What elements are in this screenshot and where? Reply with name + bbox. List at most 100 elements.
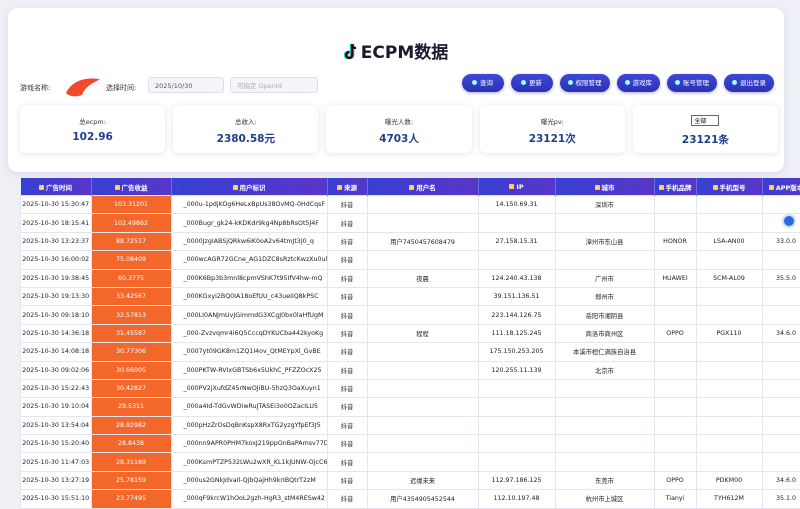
table-cell: 岳阳市湘阴县 [555,306,654,324]
table-cell: 2025-10-30 09:18:10 [21,306,92,324]
table-cell: TYH612M [696,490,762,508]
table-cell: 北京市 [555,361,654,379]
table-cell [762,361,800,379]
table-cell: _0000JzgIABSjQRkw6iK0oA2v64tmJt3J0_q [171,232,327,250]
table-cell [555,398,654,416]
button[interactable]: 权限管理 [560,74,610,92]
button[interactable]: 账号管理 [667,74,717,92]
table-cell: PDKM00 [696,471,762,489]
table-cell: 28.31189 [91,453,171,471]
table-cell [478,435,555,453]
table-cell: 抖音 [327,361,367,379]
table-cell [696,214,762,232]
table-cell [555,453,654,471]
button-icon [625,80,630,85]
button[interactable]: 查询 [462,74,504,92]
header-icon [769,185,774,190]
header-label: 广告时间 [46,184,72,192]
date-input[interactable]: 2025/10/30 [148,77,224,93]
table-cell: 2025-10-30 19:38:45 [21,269,92,287]
table-cell: 34.6.0 [762,471,800,489]
button[interactable]: 游戏库 [617,74,661,92]
table-cell: _000a4Id-TdGvWDiwRuJTASEi3o0OZacILU5 [171,398,327,416]
stat-value: 102.96 [20,131,165,143]
table-cell: _000K6Bp3b3mnl8cpmVShK7t95IfV4hw-mQ [171,269,327,287]
header-row: 广告时间广告收益用户标识来源用户名IP城市手机品牌手机型号APP版本 [21,178,800,196]
table-cell: HONOR [654,232,696,250]
openid-input[interactable]: 可指定 Openid [230,77,318,93]
logo [344,43,358,61]
button[interactable]: 退出登录 [724,74,774,92]
table-cell: HUAWEI [654,269,696,287]
column-header: 城市 [555,178,654,196]
table-cell: 夜晨 [367,269,478,287]
stat-label: 总ecpm: [20,116,165,126]
side-widget[interactable] [782,214,796,228]
openid-placeholder: 可指定 Openid [237,82,282,90]
table-cell [696,361,762,379]
table-cell: _000KsmPTZP532LWu2wXR_KL1kJUNW-OjcC6 [171,453,327,471]
table-cell [696,435,762,453]
table-cell: 商洛市商州区 [555,324,654,342]
column-header: 广告时间 [21,178,92,196]
table-cell: 抖音 [327,232,367,250]
table-cell: _000nn9APR0PHM7koxJ219ppOnBaPAmsv77D [171,435,327,453]
page: {"header": {"title": "ECPM数据"}, "filters… [0,0,800,466]
stat-label: 曝光人数: [326,116,471,126]
table-cell: SCM-AL09 [696,269,762,287]
table-cell: 35.5.0 [762,269,800,287]
table-cell [367,343,478,361]
table-cell: 75.08409 [91,251,171,269]
column-header: IP [478,178,555,196]
table-cell [478,398,555,416]
table-cell: 2025-10-30 15:20:40 [21,435,92,453]
table-cell [696,379,762,397]
table-cell: 抖音 [327,251,367,269]
table-cell: 东莞市 [555,471,654,489]
button-label: 查询 [480,79,493,87]
table-cell: 31.45587 [91,324,171,342]
table-cell [654,416,696,434]
table-cell: 2025-10-30 15:22:43 [21,379,92,397]
table-cell: 2025-10-30 15:51:10 [21,490,92,508]
table-cell: 2025-10-30 15:30:47 [21,196,92,214]
table-cell: OPPO [654,324,696,342]
table-cell [654,306,696,324]
redaction [64,75,104,97]
table-cell: 223.144.126.75 [478,306,555,324]
table-cell [696,196,762,214]
table-cell [762,435,800,453]
table-cell: 2025-10-30 13:23:37 [21,232,92,250]
table-cell: 用户4354905452544 [367,490,478,508]
table-cell: 抖音 [327,379,367,397]
table-cell: 本溪市桓仁满族自治县 [555,343,654,361]
table-cell [654,398,696,416]
button-icon [732,80,737,85]
table-cell: 2025-10-30 16:00:02 [21,251,92,269]
table-cell: 抖音 [327,490,367,508]
table-cell: 抖音 [327,287,367,305]
table-cell: 39.151.136.51 [478,287,555,305]
table-cell [367,435,478,453]
column-header: APP版本 [762,178,800,196]
table-cell [762,287,800,305]
table-cell: _000KGxyi2BQ0IA18oEfUU_c43ueIiQ8kPSC [171,287,327,305]
filter-select[interactable]: 全部 [691,115,719,126]
table-cell: 30.77306 [91,343,171,361]
title-row: ECPM数据 [8,38,784,63]
table-cell: 用户7450457608479 [367,232,478,250]
button[interactable]: 更新 [511,74,553,92]
table-cell: Tianyi [654,490,696,508]
table-cell [555,435,654,453]
column-header: 来源 [327,178,367,196]
table-cell: 抖音 [327,324,367,342]
header-label: 手机型号 [720,184,746,192]
table-cell [762,453,800,471]
